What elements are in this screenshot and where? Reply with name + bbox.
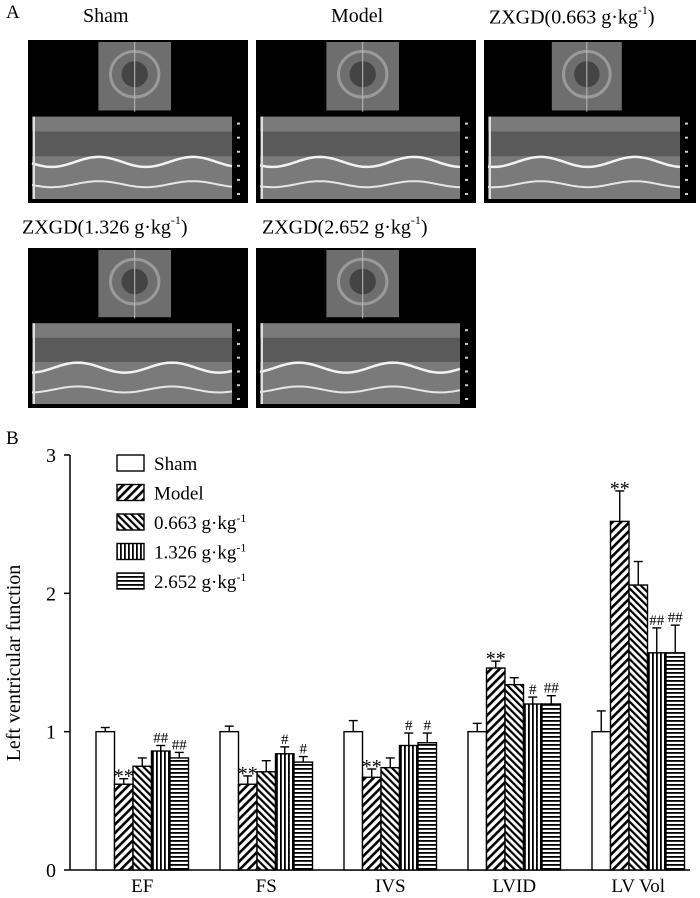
bar xyxy=(380,766,401,871)
bar xyxy=(628,584,649,871)
legend-swatch xyxy=(116,454,145,472)
significance-mark: ** xyxy=(486,648,506,670)
significance-mark: ** xyxy=(114,766,134,788)
us-title-zxgd-0663: ZXGD(0.663 g·kg-1) xyxy=(489,3,655,29)
significance-mark: ## xyxy=(153,731,169,747)
bar xyxy=(398,744,419,871)
x-tick-label: LV Vol xyxy=(611,876,665,897)
bar xyxy=(256,771,277,871)
legend-entry: 2.652 g·kg-1 xyxy=(154,570,246,593)
bar xyxy=(293,761,314,871)
x-tick-label: FS xyxy=(256,876,277,897)
y-tick-label: 2 xyxy=(46,583,56,605)
significance-mark: # xyxy=(405,718,413,734)
x-tick-label: IVS xyxy=(375,876,406,897)
bar xyxy=(665,652,686,871)
bar xyxy=(361,776,382,871)
bar xyxy=(504,683,525,871)
bar xyxy=(343,730,364,871)
bar xyxy=(485,667,506,871)
left-ventricular-function-bar-chart: B Left ventricular function 0 1 2 3 EF FS IVS L… xyxy=(3,428,690,897)
significance-mark: # xyxy=(424,718,432,734)
x-tick-label: LVID xyxy=(492,876,536,897)
legend-swatch xyxy=(116,572,145,590)
y-axis-label: Left ventricular function xyxy=(3,565,25,762)
legend-swatch xyxy=(116,483,145,502)
significance-mark: ** xyxy=(610,478,630,500)
legend-entry: Sham xyxy=(154,454,198,475)
y-tick-label: 3 xyxy=(46,445,56,467)
bar xyxy=(541,703,562,871)
ultrasound-image-zxgd-0663 xyxy=(484,40,696,203)
bar xyxy=(219,730,240,871)
bar xyxy=(113,783,134,871)
x-tick-label: EF xyxy=(131,876,153,897)
bar xyxy=(274,753,295,871)
y-tick-label: 0 xyxy=(46,860,56,882)
ultrasound-image-zxgd-2652 xyxy=(256,248,476,408)
legend-swatch xyxy=(116,542,145,561)
significance-mark: # xyxy=(529,682,537,698)
significance-mark: ## xyxy=(649,613,665,629)
y-tick-label: 1 xyxy=(46,722,56,744)
us-title-model: Model xyxy=(331,5,384,27)
bar xyxy=(591,730,612,871)
significance-mark: ## xyxy=(544,681,560,697)
significance-mark: ## xyxy=(668,610,684,626)
significance-mark: # xyxy=(281,732,289,748)
bar xyxy=(417,742,438,871)
ultrasound-image-zxgd-1326 xyxy=(28,248,248,408)
us-title-zxgd-1326: ZXGD(1.326 g·kg-1) xyxy=(22,213,188,239)
significance-mark: ** xyxy=(238,763,258,785)
bar xyxy=(169,757,190,871)
bar xyxy=(522,703,543,871)
bar xyxy=(132,765,153,871)
legend-entry: 0.663 g·kg-1 xyxy=(154,511,246,534)
ultrasound-image-model xyxy=(256,40,476,203)
legend-swatch xyxy=(116,513,145,531)
panel-b-letter: B xyxy=(6,428,19,449)
ultrasound-image-sham xyxy=(28,40,248,203)
legend-entry: 1.326 g·kg-1 xyxy=(154,541,246,564)
bar xyxy=(646,652,667,871)
panel-a-letter: A xyxy=(6,2,20,23)
us-title-zxgd-2652: ZXGD(2.652 g·kg-1) xyxy=(262,213,428,239)
bar xyxy=(95,730,116,871)
significance-mark: ## xyxy=(172,737,188,753)
bar xyxy=(609,520,630,871)
legend-entry: Model xyxy=(154,484,204,505)
us-title-sham: Sham xyxy=(83,5,129,27)
significance-mark: ** xyxy=(362,756,382,778)
bar xyxy=(237,783,258,871)
bar xyxy=(150,750,171,871)
bar xyxy=(467,730,488,871)
significance-mark: # xyxy=(300,742,308,758)
